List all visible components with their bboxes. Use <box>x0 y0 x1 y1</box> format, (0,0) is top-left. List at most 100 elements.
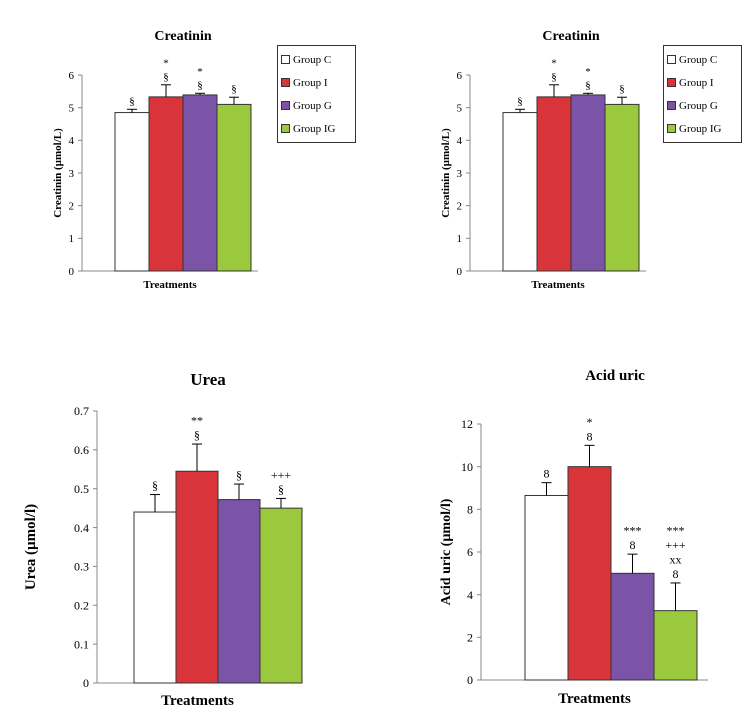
y-tick-label: 12 <box>461 417 473 431</box>
legend-item-group-i: Group I <box>667 71 737 94</box>
y-tick-label: 3 <box>69 168 75 180</box>
y-tick-label: 0.1 <box>74 637 89 651</box>
y-axis-label: Urea (µmol/l) <box>23 504 39 590</box>
bar-annotation: * <box>585 66 591 78</box>
bar <box>182 94 218 272</box>
y-tick-label: 1 <box>69 233 75 245</box>
y-tick-label: 0.4 <box>74 521 89 535</box>
chart-legend: Group C Group I Group G Group IG <box>663 45 742 143</box>
bar-annotation: § <box>517 95 523 107</box>
legend-item-group-c: Group C <box>281 48 351 71</box>
bar-annotation: * <box>163 58 169 70</box>
chart-title: Creatinin <box>542 29 600 44</box>
bar-annotation: § <box>163 71 169 83</box>
legend-label: Group G <box>293 99 332 112</box>
chart-svg: Urea 0 0.1 0.2 0.3 0.4 0.5 0.6 0.7 Urea (µmol/l) T… <box>23 370 303 709</box>
chart-svg: Creatinin 0 1 2 3 4 5 6 Creatinin (µmol/L) Treatm… <box>440 29 646 291</box>
legend-item-group-ig: Group IG <box>667 117 737 140</box>
bar-annotation: 8 <box>587 429 593 443</box>
y-tick-label: 8 <box>467 503 473 517</box>
y-tick-label: 2 <box>457 201 463 213</box>
bar-annotation: *** <box>667 524 685 538</box>
bar <box>536 96 572 272</box>
legend-swatch <box>667 55 676 64</box>
legend-item-group-ig: Group IG <box>281 117 351 140</box>
y-tick-label: 6 <box>467 545 473 559</box>
bar-annotation: § <box>129 95 135 107</box>
chart-legend: Group C Group I Group G Group IG <box>277 45 356 143</box>
y-tick-label: 0 <box>457 266 463 278</box>
bar-annotation: 8 <box>544 467 550 481</box>
bar-annotation: +++ <box>665 538 686 552</box>
y-tick-label: 0 <box>69 266 75 278</box>
x-axis-label: Treatments <box>143 279 197 291</box>
bar-annotation: * <box>197 66 203 78</box>
y-tick-label: 0 <box>83 676 89 690</box>
y-tick-label: 2 <box>467 631 473 645</box>
chart-svg: Creatinin 0 1 2 3 4 5 6 Creatinin (µmol/L) Treatm… <box>52 29 258 291</box>
legend-label: Group IG <box>679 122 722 135</box>
legend-swatch <box>281 55 290 64</box>
y-axis-label: Acid uric (µmol/l) <box>439 498 454 605</box>
legend-label: Group C <box>293 53 332 66</box>
bar-annotation: § <box>619 83 625 95</box>
bar-annotation: *** <box>624 524 642 538</box>
chart-title: Urea <box>190 370 226 389</box>
bar-annotation: § <box>197 79 203 91</box>
legend-item-group-c: Group C <box>667 48 737 71</box>
legend-label: Group G <box>679 99 718 112</box>
bar-annotation: § <box>231 83 237 95</box>
y-axis-label: Creatinin (µmol/L) <box>440 128 452 218</box>
bar <box>148 96 184 272</box>
y-tick-label: 0.7 <box>74 404 89 418</box>
y-tick-label: 0.6 <box>74 443 89 457</box>
x-axis-label: Treatments <box>558 691 631 707</box>
y-tick-label: 6 <box>457 70 463 82</box>
bar <box>653 610 698 681</box>
y-tick-label: 1 <box>457 233 463 245</box>
y-tick-label: 6 <box>69 70 75 82</box>
y-tick-label: 0.5 <box>74 482 89 496</box>
bar <box>570 94 606 272</box>
bar-annotation: xx <box>670 553 682 567</box>
chart-title: Creatinin <box>154 29 212 44</box>
y-tick-label: 0.3 <box>74 560 89 574</box>
y-tick-label: 5 <box>457 103 463 115</box>
legend-swatch <box>667 101 676 110</box>
y-tick-label: 4 <box>457 135 463 147</box>
legend-label: Group I <box>679 76 714 89</box>
bar-annotation: ** <box>191 414 203 428</box>
chart-creatinin-right: Creatinin 0 1 2 3 4 5 6 Creatinin (µmol/L) Treatm… <box>377 0 754 320</box>
y-tick-label: 4 <box>467 588 473 602</box>
bar <box>217 499 261 684</box>
legend-item-group-g: Group G <box>281 94 351 117</box>
chart-creatinin-left: Creatinin 0 1 2 3 4 5 6 Creatinin (µmol/L) Treatm… <box>0 0 377 320</box>
bar <box>216 103 252 272</box>
bar-annotation: § <box>152 479 158 493</box>
chart-acid-uric: Acid uric 0 2 4 6 8 10 12 Acid uric (µmol/l) Trea… <box>377 355 754 715</box>
bar-annotation: § <box>236 468 242 482</box>
bar <box>133 511 177 684</box>
legend-label: Group IG <box>293 122 336 135</box>
x-axis-label: Treatments <box>161 693 234 709</box>
bar-annotation: 8 <box>630 538 636 552</box>
bar <box>610 572 655 681</box>
legend-swatch <box>667 124 676 133</box>
y-tick-label: 5 <box>69 103 75 115</box>
y-tick-label: 2 <box>69 201 75 213</box>
bar <box>567 466 612 681</box>
legend-item-group-g: Group G <box>667 94 737 117</box>
bar-annotation: § <box>585 79 591 91</box>
legend-swatch <box>281 78 290 87</box>
legend-swatch <box>281 101 290 110</box>
bar <box>175 470 219 684</box>
chart-title: Acid uric <box>585 368 645 384</box>
bar-annotation: * <box>587 415 593 429</box>
legend-label: Group I <box>293 76 328 89</box>
bar-annotation: § <box>551 71 557 83</box>
legend-label: Group C <box>679 53 718 66</box>
legend-swatch <box>281 124 290 133</box>
bar-annotation: 8 <box>673 567 679 581</box>
chart-urea: Urea 0 0.1 0.2 0.3 0.4 0.5 0.6 0.7 Urea (µmol/l) T… <box>0 355 377 715</box>
bar <box>502 112 538 272</box>
